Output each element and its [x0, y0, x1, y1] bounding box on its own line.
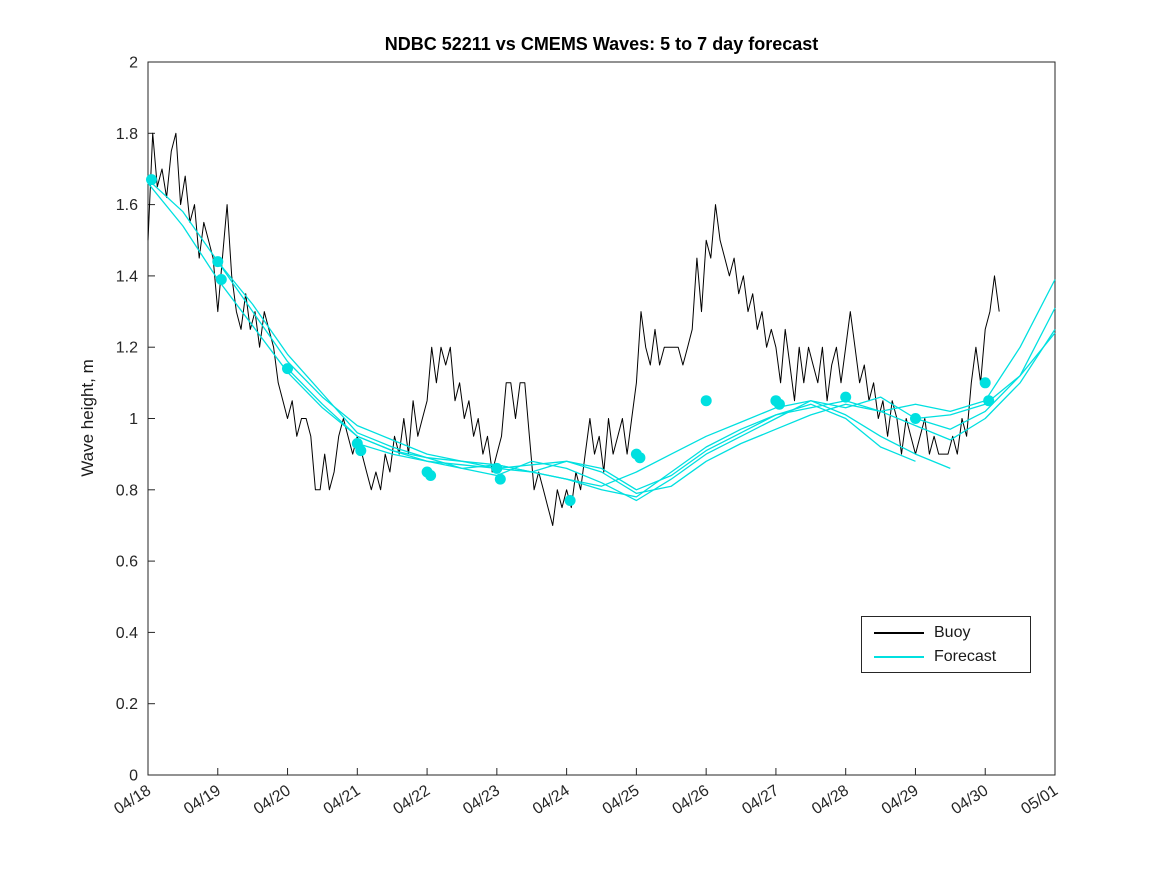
legend-label-forecast: Forecast — [934, 647, 997, 665]
legend-item-forecast: Forecast — [862, 648, 1030, 666]
svg-text:1.2: 1.2 — [116, 340, 138, 357]
svg-text:0: 0 — [129, 768, 138, 785]
svg-text:05/01: 05/01 — [1018, 782, 1061, 818]
svg-text:0.8: 0.8 — [116, 482, 138, 499]
svg-text:1.8: 1.8 — [116, 126, 138, 143]
svg-text:0.2: 0.2 — [116, 696, 138, 713]
forecast-line-swatch — [874, 655, 924, 658]
svg-text:04/29: 04/29 — [879, 782, 922, 818]
chart-title: NDBC 52211 vs CMEMS Waves: 5 to 7 day fo… — [384, 34, 819, 54]
svg-text:04/28: 04/28 — [809, 782, 852, 818]
legend: Buoy Forecast — [861, 616, 1031, 673]
svg-text:04/22: 04/22 — [390, 782, 433, 818]
svg-text:1.6: 1.6 — [116, 197, 138, 214]
svg-text:04/21: 04/21 — [321, 782, 364, 818]
legend-item-buoy: Buoy — [862, 624, 1030, 642]
svg-text:04/23: 04/23 — [460, 782, 503, 818]
buoy-line-swatch — [874, 631, 924, 634]
svg-text:04/24: 04/24 — [530, 782, 573, 818]
svg-text:04/27: 04/27 — [739, 782, 782, 818]
legend-label-buoy: Buoy — [934, 623, 971, 641]
svg-text:04/25: 04/25 — [600, 782, 643, 818]
svg-text:04/18: 04/18 — [111, 782, 154, 818]
svg-text:1.4: 1.4 — [116, 268, 138, 285]
svg-text:0.6: 0.6 — [116, 554, 138, 571]
svg-text:04/26: 04/26 — [669, 782, 712, 818]
svg-text:2: 2 — [129, 55, 138, 72]
svg-text:1: 1 — [129, 411, 138, 428]
svg-text:04/30: 04/30 — [949, 782, 992, 818]
svg-text:0.4: 0.4 — [116, 625, 138, 642]
svg-text:04/19: 04/19 — [181, 782, 224, 818]
svg-text:04/20: 04/20 — [251, 782, 294, 818]
